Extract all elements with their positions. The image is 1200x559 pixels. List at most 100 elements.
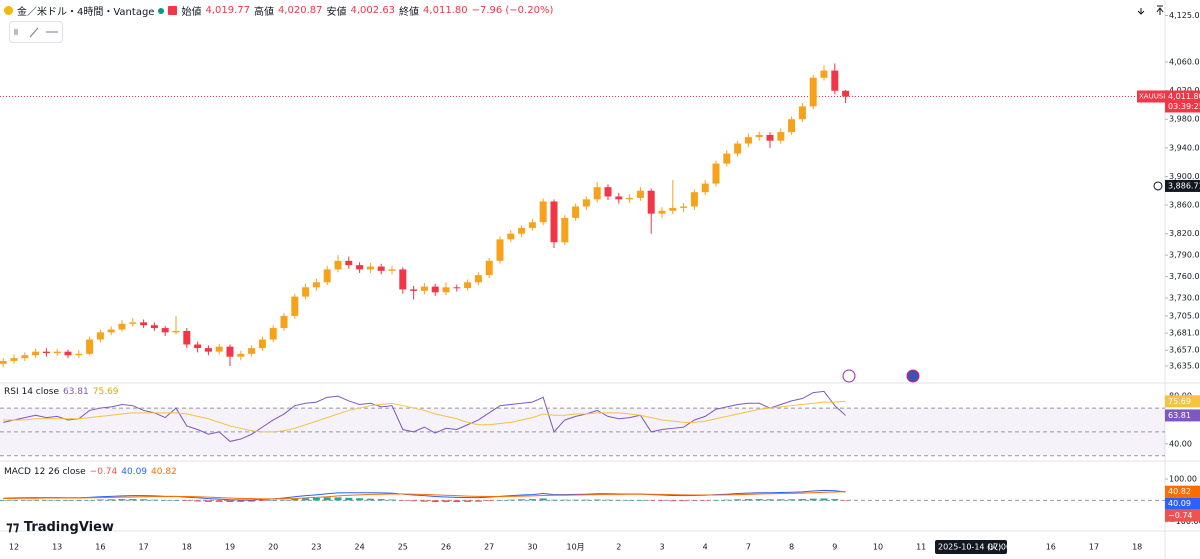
crosshair-clock: 07:00 xyxy=(988,543,1011,552)
histogram-bar xyxy=(399,500,407,501)
candle-body xyxy=(0,360,7,364)
candle-body xyxy=(107,329,115,333)
histogram-bar xyxy=(604,499,612,501)
candle-body xyxy=(647,190,655,214)
x-tick-label: 24 xyxy=(355,543,365,552)
histogram-bar xyxy=(777,499,785,501)
macd-hist-value: −0.74 xyxy=(89,467,118,477)
macd-signal-value: 40.82 xyxy=(151,467,177,477)
x-tick-label: 30 xyxy=(527,543,537,552)
y-tick-label: 3,657.00 xyxy=(1169,346,1200,355)
candle-body xyxy=(528,222,536,228)
candle-body xyxy=(777,132,785,141)
x-tick-label: 26 xyxy=(441,543,451,552)
candle-body xyxy=(161,328,169,333)
candle-body xyxy=(118,323,126,330)
indicator-line xyxy=(3,400,846,433)
candle-body xyxy=(453,287,461,289)
histogram-bar xyxy=(312,497,320,501)
histogram-bar xyxy=(755,499,763,501)
histogram-bar xyxy=(788,499,796,501)
histogram-bar xyxy=(377,499,385,501)
histogram-bar xyxy=(32,499,40,501)
candle-body xyxy=(291,296,299,316)
histogram-bar xyxy=(723,499,731,501)
logo[interactable]: ⁊⁊ TradingView xyxy=(6,520,114,535)
histogram-bar xyxy=(323,497,331,501)
candle-body xyxy=(280,315,288,329)
candle-body xyxy=(215,346,223,352)
x-tick-label: 7 xyxy=(746,543,751,552)
histogram-bar xyxy=(615,499,623,501)
x-tick-label: 13 xyxy=(52,543,62,552)
x-tick-label: 4 xyxy=(703,543,708,552)
x-tick-label: 2 xyxy=(616,543,621,552)
candle-body xyxy=(820,70,828,78)
event-flag-icon[interactable] xyxy=(906,369,920,383)
histogram-bar xyxy=(669,500,677,502)
histogram-bar xyxy=(518,499,526,501)
y-tick-label: 3,681.00 xyxy=(1169,329,1200,338)
histogram-bar xyxy=(507,499,515,501)
toolbar-arrows[interactable] xyxy=(1137,5,1164,15)
histogram-bar xyxy=(766,499,774,501)
flag-icon xyxy=(168,6,178,15)
candle-body xyxy=(615,196,623,200)
y-tick-label: 3,820.00 xyxy=(1169,229,1200,238)
symbol[interactable]: 金／米ドル・4時間・Vantage xyxy=(17,7,155,18)
y-tick-label: 3,860.00 xyxy=(1169,201,1200,210)
histogram-bar xyxy=(129,499,137,501)
crosshair-label: 3,886.71 xyxy=(1168,181,1200,190)
y-tick-label: 3,940.00 xyxy=(1169,143,1200,152)
candle-body xyxy=(788,119,796,133)
candle-body xyxy=(172,330,180,333)
histogram-bar xyxy=(237,500,245,502)
histogram-bar xyxy=(431,500,439,503)
histogram-bar xyxy=(442,500,450,503)
x-tick-label: 3 xyxy=(659,543,664,552)
ohlc-name: 高値 xyxy=(253,7,274,18)
candle-body xyxy=(809,77,817,107)
x-tick-label: 20 xyxy=(268,543,278,552)
event-icon[interactable] xyxy=(842,369,856,383)
symbol-badge-bg xyxy=(1137,90,1165,103)
candle-body xyxy=(680,206,688,208)
candle-body xyxy=(237,353,245,357)
histogram-bar xyxy=(485,500,493,502)
candle-body xyxy=(734,143,742,154)
candle-body xyxy=(766,134,774,141)
y-tick-label: 100.00 xyxy=(1169,475,1197,484)
ohlc-name: 安値 xyxy=(326,7,347,18)
crosshair-plus xyxy=(1153,181,1163,191)
candle-body xyxy=(334,260,342,270)
candle-body xyxy=(539,201,547,223)
y-tick-label: −100.00 xyxy=(1169,517,1200,526)
histogram-bar xyxy=(75,500,83,501)
value-badge-bg xyxy=(1165,497,1200,510)
x-tick-label: 17 xyxy=(139,543,149,552)
y-tick-label: 3,980.00 xyxy=(1169,115,1200,124)
histogram-bar xyxy=(420,500,428,502)
histogram-bar xyxy=(42,499,50,501)
candle-body xyxy=(32,351,40,356)
histogram-bar xyxy=(820,498,828,501)
drawing-toolbar[interactable] xyxy=(9,21,63,43)
value-badge: 75.69 xyxy=(1168,397,1191,406)
countdown-label: 03:39:25 xyxy=(1168,102,1200,111)
histogram-bar xyxy=(842,500,850,501)
candle-body xyxy=(701,183,709,193)
histogram-bar xyxy=(96,499,104,501)
x-tick-label: 16 xyxy=(95,543,105,552)
histogram-bar xyxy=(809,498,817,501)
histogram-bar xyxy=(561,499,569,501)
candle-body xyxy=(204,348,212,352)
ohlc-name: 終値 xyxy=(399,7,420,18)
x-tick-label: 16 xyxy=(1046,543,1056,552)
logo-mark: ⁊⁊ xyxy=(6,520,24,535)
histogram-bar xyxy=(107,499,115,501)
histogram-bar xyxy=(0,500,7,501)
candle-body xyxy=(410,289,418,291)
logo-text: TradingView xyxy=(23,520,114,535)
y-tick-label: 3,705.00 xyxy=(1169,311,1200,320)
candle-body xyxy=(21,355,29,359)
